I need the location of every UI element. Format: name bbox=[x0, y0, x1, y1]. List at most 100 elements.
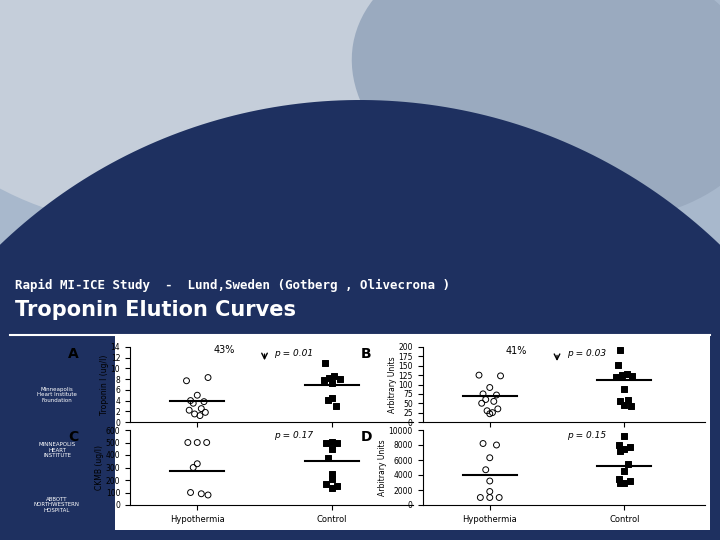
Point bbox=[329, 372, 341, 381]
Point bbox=[202, 373, 214, 382]
Text: D: D bbox=[360, 430, 372, 444]
Point bbox=[476, 399, 487, 408]
Point bbox=[201, 438, 212, 447]
Y-axis label: Troponin I (ug/l): Troponin I (ug/l) bbox=[100, 354, 109, 415]
Point bbox=[331, 438, 343, 447]
Text: MINNEAPOLIS
HEART
INSTITUTE: MINNEAPOLIS HEART INSTITUTE bbox=[38, 442, 76, 458]
Point bbox=[484, 487, 495, 496]
Point bbox=[181, 376, 192, 385]
Point bbox=[614, 447, 626, 455]
Point bbox=[187, 399, 199, 408]
Point bbox=[618, 466, 630, 475]
Point bbox=[189, 410, 200, 418]
Point bbox=[198, 397, 210, 406]
Point bbox=[194, 411, 206, 420]
Point bbox=[185, 396, 197, 405]
Y-axis label: Arbitrary Units: Arbitrary Units bbox=[388, 356, 397, 413]
Point bbox=[323, 374, 335, 382]
Point bbox=[326, 483, 338, 492]
Text: 43%: 43% bbox=[214, 345, 235, 355]
Text: A: A bbox=[68, 347, 78, 361]
Point bbox=[192, 460, 203, 468]
Point bbox=[196, 404, 207, 413]
Point bbox=[611, 373, 622, 381]
Point bbox=[493, 493, 505, 502]
Point bbox=[614, 346, 626, 354]
Point bbox=[199, 408, 211, 417]
Point bbox=[623, 395, 634, 404]
Point bbox=[491, 390, 503, 399]
Point bbox=[187, 463, 199, 472]
Point bbox=[330, 402, 341, 410]
Point bbox=[480, 395, 492, 404]
Text: p = 0.17: p = 0.17 bbox=[274, 431, 313, 441]
Point bbox=[492, 404, 503, 413]
Point bbox=[326, 444, 338, 453]
Point bbox=[484, 409, 495, 418]
Point bbox=[318, 376, 330, 384]
Point bbox=[495, 372, 506, 380]
Ellipse shape bbox=[0, 0, 455, 230]
Text: C: C bbox=[68, 430, 78, 444]
Point bbox=[322, 453, 333, 462]
Text: p = 0.01: p = 0.01 bbox=[274, 348, 313, 357]
Point bbox=[326, 469, 338, 478]
Point bbox=[491, 441, 503, 449]
Point bbox=[477, 389, 489, 398]
Point bbox=[320, 480, 332, 489]
Point bbox=[487, 408, 498, 417]
Text: 41%: 41% bbox=[506, 347, 528, 356]
Bar bbox=[0, 335, 115, 530]
Point bbox=[623, 460, 634, 468]
Point bbox=[326, 437, 338, 446]
Text: p = 0.15: p = 0.15 bbox=[567, 431, 606, 441]
Point bbox=[616, 371, 627, 380]
Point bbox=[192, 391, 203, 400]
Bar bbox=[115, 335, 710, 530]
Point bbox=[613, 441, 625, 449]
Point bbox=[185, 488, 197, 497]
Point bbox=[196, 489, 207, 498]
Point bbox=[626, 372, 638, 380]
Point bbox=[326, 394, 338, 402]
Point bbox=[484, 493, 495, 502]
Point bbox=[618, 444, 630, 453]
Point bbox=[624, 442, 636, 451]
Point bbox=[618, 401, 630, 409]
Point bbox=[326, 379, 338, 388]
Y-axis label: Arbitrary Units: Arbitrary Units bbox=[378, 439, 387, 496]
Point bbox=[481, 407, 492, 415]
Text: Troponin Elution Curves: Troponin Elution Curves bbox=[15, 300, 296, 320]
Point bbox=[473, 371, 485, 380]
Point bbox=[625, 402, 636, 410]
Point bbox=[480, 465, 492, 474]
Point bbox=[618, 431, 630, 440]
Point bbox=[488, 397, 500, 406]
Point bbox=[614, 397, 626, 406]
Point bbox=[614, 479, 626, 488]
Point bbox=[322, 395, 333, 404]
Point bbox=[624, 477, 636, 485]
Point bbox=[474, 493, 486, 502]
Text: p = 0.03: p = 0.03 bbox=[567, 348, 606, 357]
Point bbox=[484, 477, 495, 485]
Ellipse shape bbox=[352, 0, 720, 222]
Point bbox=[484, 383, 495, 392]
Polygon shape bbox=[0, 100, 720, 540]
Text: B: B bbox=[360, 347, 371, 361]
Text: Minneapolis
Heart Institute
Foundation: Minneapolis Heart Institute Foundation bbox=[37, 387, 77, 403]
Point bbox=[192, 438, 203, 447]
Point bbox=[477, 439, 489, 448]
Point bbox=[319, 359, 330, 367]
Point bbox=[320, 438, 332, 447]
Point bbox=[326, 475, 338, 483]
Point bbox=[612, 360, 624, 369]
Text: ABBOTT
NORTHWESTERN
HOSPITAL: ABBOTT NORTHWESTERN HOSPITAL bbox=[34, 497, 80, 514]
Point bbox=[621, 370, 633, 379]
Text: Rapid MI-ICE Study  -  Lund,Sweden (Gotberg , Olivecrona ): Rapid MI-ICE Study - Lund,Sweden (Gotber… bbox=[15, 279, 450, 292]
Point bbox=[484, 454, 495, 462]
Point bbox=[182, 438, 194, 447]
Point bbox=[618, 478, 630, 487]
Point bbox=[202, 491, 214, 500]
Point bbox=[184, 406, 195, 415]
